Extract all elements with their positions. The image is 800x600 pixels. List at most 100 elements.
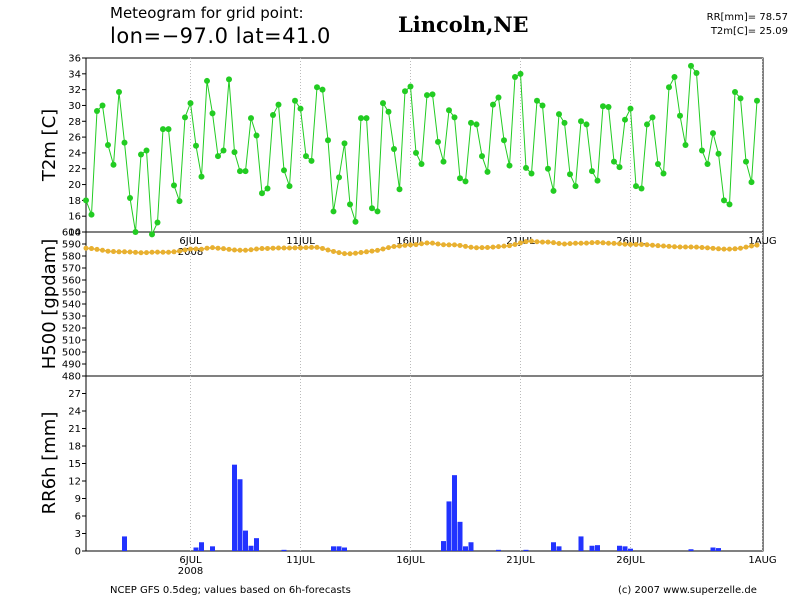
rr-bar — [622, 546, 628, 551]
rr-bar — [595, 545, 600, 551]
h500-point — [457, 242, 463, 248]
h500-point — [325, 247, 331, 253]
t2m-point — [517, 70, 524, 77]
h500-point — [463, 243, 468, 249]
h500-point — [188, 246, 193, 252]
h500-point — [254, 246, 259, 252]
h500-point — [672, 244, 677, 250]
h500-point — [221, 246, 226, 252]
t2m-point — [655, 160, 661, 167]
t2m-point — [666, 84, 672, 91]
rr-bar — [331, 546, 336, 551]
h500-point — [424, 240, 430, 246]
t2m-mean: T2m[C]= 25.09 — [710, 26, 788, 37]
t2m-point — [512, 73, 518, 80]
h500-point — [628, 241, 633, 247]
t2m-point — [303, 153, 309, 160]
t2m-point — [292, 97, 298, 104]
h500-point — [556, 241, 562, 247]
h500-point — [584, 240, 589, 246]
y-tick-label: 550 — [62, 288, 81, 299]
t2m-point — [330, 208, 337, 215]
h500-point — [100, 247, 105, 253]
h500-point — [446, 242, 452, 248]
x-tick-label: 1AUG — [748, 555, 776, 566]
y-tick-label: 590 — [62, 240, 81, 251]
t2m-point — [237, 168, 243, 175]
t2m-point — [226, 76, 232, 83]
t2m-point — [754, 97, 760, 104]
h500-point — [633, 241, 639, 247]
t2m-point — [446, 107, 452, 114]
rr-bar — [199, 542, 204, 551]
rr-bar — [281, 549, 287, 551]
rr-bar — [463, 546, 468, 551]
y-tick-label: 32 — [68, 85, 81, 96]
t2m-point — [253, 132, 260, 139]
t2m-point — [715, 150, 722, 157]
h500-point — [226, 246, 232, 252]
t2m-point — [468, 119, 474, 126]
t2m-point — [187, 100, 194, 107]
title-coordinates: lon=−97.0 lat=41.0 — [110, 24, 331, 48]
rr-bar — [556, 546, 562, 551]
h500-point — [155, 249, 160, 255]
x-tick-labels: 6JUL200811JUL16JUL21JUL26JUL1AUG6JUL2008… — [178, 236, 777, 577]
h500-point — [292, 245, 298, 251]
y-tick-label: 16 — [68, 212, 81, 223]
h500-point — [490, 244, 496, 250]
t2m-point — [418, 160, 425, 167]
h500-point — [468, 244, 474, 250]
t2m-point — [270, 111, 276, 118]
x-tick-label: 1AUG — [748, 236, 776, 247]
t2m-point — [682, 142, 689, 148]
y-tick-labels: 1416182022242628303234364804905005105205… — [62, 54, 86, 558]
t2m-point — [380, 100, 386, 107]
t2m-point — [259, 190, 265, 197]
t2m-point — [644, 121, 650, 128]
rr-bar — [578, 536, 584, 551]
rr-bar — [457, 521, 463, 551]
h500-point — [204, 245, 210, 251]
t2m-point — [248, 115, 254, 122]
t2m-point — [495, 94, 502, 101]
rr-bar — [243, 530, 248, 551]
y-tick-label: 22 — [68, 164, 81, 175]
x-tick-year: 2008 — [178, 566, 203, 577]
x-tick-label: 6JUL — [179, 555, 202, 566]
t2m-point — [99, 102, 106, 109]
x-tick-label: 11JUL — [286, 555, 315, 566]
h500-point — [529, 238, 534, 244]
t2m-point — [413, 149, 419, 156]
t2m-point — [149, 231, 155, 238]
h500-point — [144, 250, 149, 256]
t2m-point — [710, 130, 716, 137]
rr-bar — [496, 549, 501, 551]
t2m-point — [435, 138, 441, 145]
h500-point — [452, 242, 457, 248]
h500-point — [479, 245, 485, 251]
h500-point — [677, 244, 683, 250]
y-tick-label: 560 — [62, 276, 81, 287]
t2m-point — [160, 126, 166, 133]
y-tick-label: 15 — [68, 459, 81, 470]
rr-bar — [441, 541, 446, 551]
t2m-point — [138, 151, 144, 158]
h500-point — [243, 247, 248, 253]
h500-point — [435, 241, 441, 247]
h500-point — [589, 240, 595, 246]
x-tick-label: 26JUL — [616, 555, 645, 566]
h500-point — [364, 249, 369, 255]
rr-axis-label: RR6h [mm] — [39, 412, 60, 515]
t2m-point — [704, 160, 711, 167]
t2m-point — [473, 121, 480, 128]
t2m-point — [572, 183, 579, 190]
t2m-point — [336, 174, 342, 181]
t2m-point — [726, 201, 733, 208]
y-tick-label: 540 — [62, 300, 81, 311]
h500-point — [694, 244, 699, 250]
h500-point — [518, 240, 523, 246]
t2m-point — [550, 187, 557, 194]
t2m-point — [308, 157, 315, 164]
